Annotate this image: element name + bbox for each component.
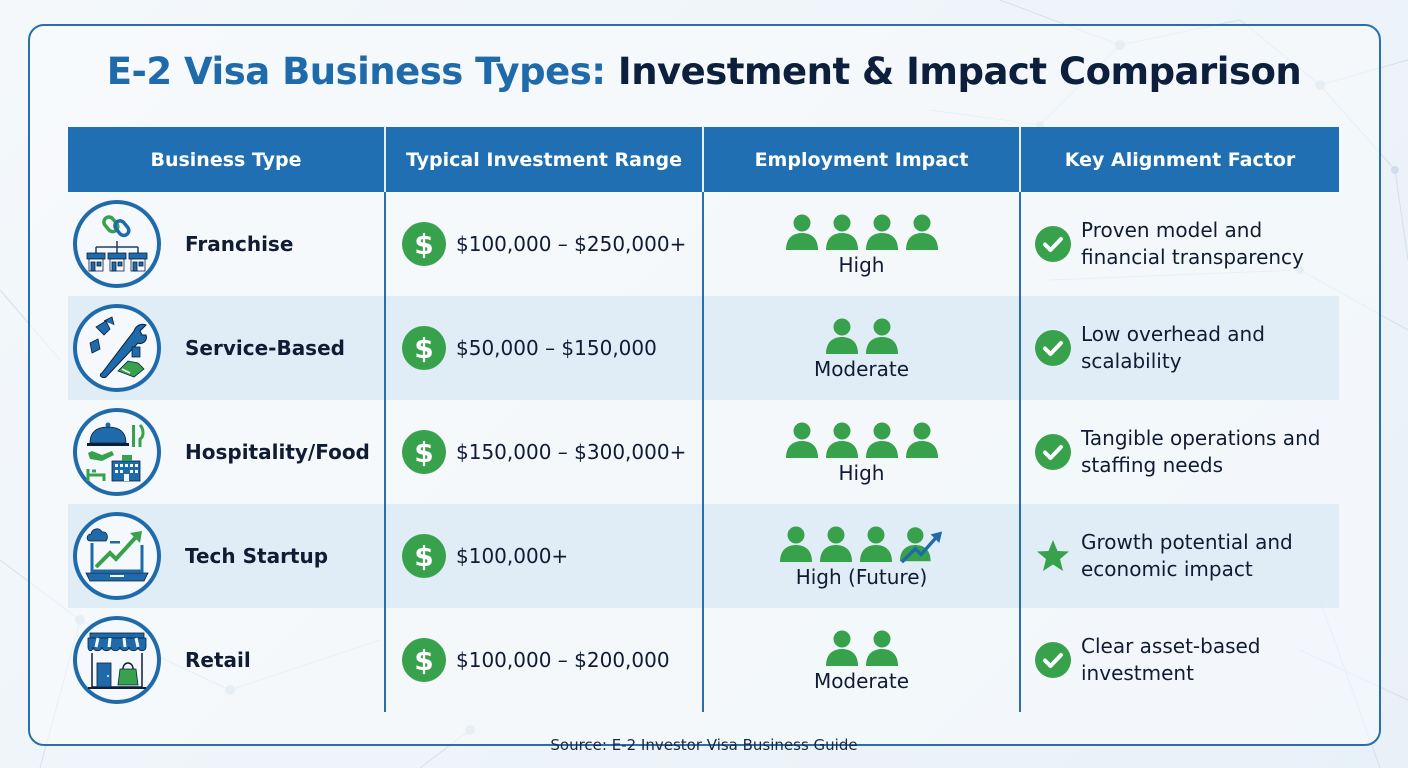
gear-wrench-handshake-icon <box>73 304 161 392</box>
employment-level: High <box>838 253 885 277</box>
laptop-cloud-growth-icon <box>73 512 161 600</box>
comparison-table: Business Type Typical Investment Range E… <box>68 127 1339 712</box>
table-header-row: Business Type Typical Investment Range E… <box>68 127 1339 192</box>
header-investment-range: Typical Investment Range <box>386 127 704 192</box>
title-rest: Investment & Impact Comparison <box>605 50 1302 93</box>
employment-people-icons <box>824 627 900 667</box>
franchise-chain-stores-icon <box>73 200 161 288</box>
employment-level: Moderate <box>813 357 910 381</box>
source-footer: Source: E-2 Investor Visa Business Guide <box>0 733 1408 757</box>
footer-divider-left <box>462 744 533 746</box>
person-icon <box>825 318 858 354</box>
header-business-type: Business Type <box>68 127 386 192</box>
table-row-tech-startup: Tech Startup $ $100,000+ High (Future) <box>68 504 1339 608</box>
alignment-factor: Growth potential and economic impact <box>1081 530 1293 581</box>
person-icon <box>825 214 858 250</box>
check-circle-icon <box>1035 226 1071 262</box>
employment-people-icons <box>778 523 946 563</box>
business-type-label: Franchise <box>185 232 294 256</box>
person-icon <box>819 526 852 562</box>
alignment-factor: Tangible operations and staffing needs <box>1081 426 1321 477</box>
source-citation: Source: E-2 Investor Visa Business Guide <box>550 736 858 754</box>
employment-level: Moderate <box>813 669 910 693</box>
person-icon <box>859 526 892 562</box>
header-key-alignment: Key Alignment Factor <box>1064 148 1296 171</box>
page-title: E-2 Visa Business Types: Investment & Im… <box>0 50 1408 93</box>
employment-level: High <box>838 461 885 485</box>
investment-range: $100,000+ <box>456 544 569 568</box>
investment-range: $100,000 – $200,000 <box>456 648 670 672</box>
person-icon <box>905 422 938 458</box>
employment-level: High (Future) <box>795 565 928 589</box>
person-icon <box>785 422 818 458</box>
person-icon <box>905 214 938 250</box>
dollar-icon: $ <box>402 638 446 682</box>
investment-range: $50,000 – $150,000 <box>456 336 657 360</box>
header-employment-impact: Employment Impact <box>704 127 1021 192</box>
person-icon <box>785 214 818 250</box>
cloche-cutlery-hotel-icon <box>73 408 161 496</box>
person-icon <box>865 214 898 250</box>
star-icon <box>1035 538 1071 574</box>
business-type-label: Hospitality/Food <box>185 440 370 464</box>
employment-people-icons <box>824 315 900 355</box>
table-row-retail: Retail $ $100,000 – $200,000 Moderate Cl… <box>68 608 1339 712</box>
person-icon <box>825 630 858 666</box>
check-circle-icon <box>1035 642 1071 678</box>
footer-divider-right <box>875 744 946 746</box>
investment-range: $100,000 – $250,000+ <box>456 232 687 256</box>
person-icon <box>865 318 898 354</box>
dollar-icon: $ <box>402 534 446 578</box>
business-type-label: Service-Based <box>185 336 345 360</box>
dollar-icon: $ <box>402 326 446 370</box>
table-row-franchise: Franchise $ $100,000 – $250,000+ High Pr… <box>68 192 1339 296</box>
person-icon <box>825 422 858 458</box>
person-icon <box>865 422 898 458</box>
title-highlight: E-2 Visa Business Types: <box>106 50 606 93</box>
check-circle-icon <box>1035 330 1071 366</box>
dollar-icon: $ <box>402 430 446 474</box>
storefront-shopping-bag-icon <box>73 616 161 704</box>
person-growth-arrow-icon <box>899 527 942 563</box>
employment-people-icons <box>784 419 940 459</box>
check-circle-icon <box>1035 434 1071 470</box>
person-icon <box>865 630 898 666</box>
table-row-service-based: Service-Based $ $50,000 – $150,000 Moder… <box>68 296 1339 400</box>
dollar-icon: $ <box>402 222 446 266</box>
alignment-factor: Proven model and financial transparency <box>1081 218 1304 269</box>
alignment-factor: Low overhead and scalability <box>1081 322 1265 373</box>
business-type-label: Retail <box>185 648 251 672</box>
investment-range: $150,000 – $300,000+ <box>456 440 687 464</box>
table-row-hospitality-food: Hospitality/Food $ $150,000 – $300,000+ … <box>68 400 1339 504</box>
business-type-label: Tech Startup <box>185 544 329 568</box>
alignment-factor: Clear asset-based investment <box>1081 634 1261 685</box>
person-icon <box>779 526 812 562</box>
employment-people-icons <box>784 211 940 251</box>
